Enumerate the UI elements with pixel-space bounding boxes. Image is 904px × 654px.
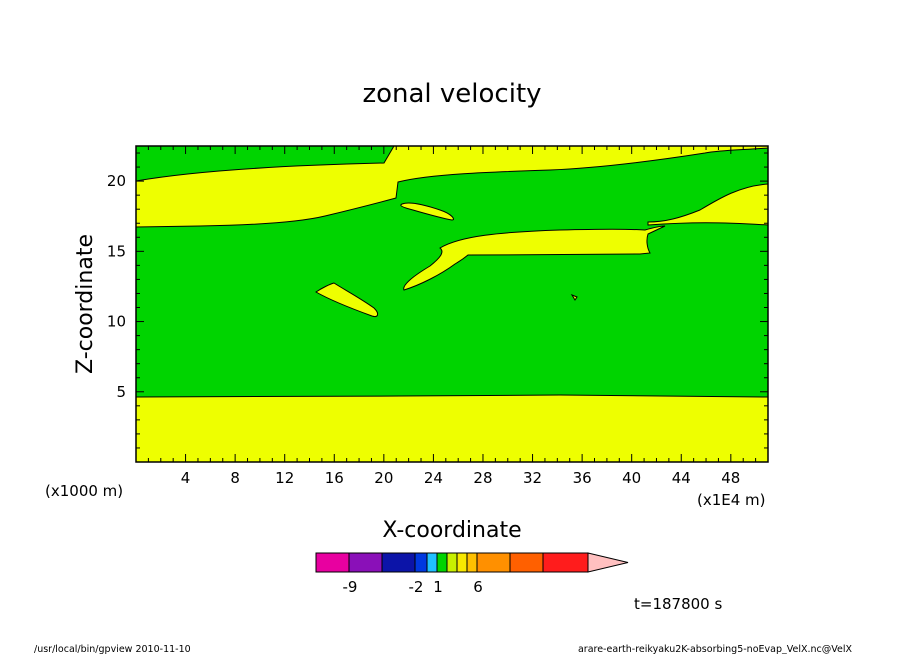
- contour-tiny-blob: [570, 293, 578, 301]
- colorbar-label: 1: [433, 578, 443, 596]
- x-tick-label: 12: [275, 469, 294, 487]
- x-tick-label: 44: [672, 469, 691, 487]
- footer-left: /usr/local/bin/gpview 2010-11-10: [34, 644, 191, 654]
- footer-right: arare-earth-reikyaku2K-absorbing5-noEvap…: [578, 644, 853, 654]
- contour-small-blob-upper: [400, 202, 454, 221]
- x-tick-label: 48: [721, 469, 740, 487]
- colorbar-swatch: [426, 552, 438, 573]
- colorbar-label: -2: [409, 578, 424, 596]
- colorbar-swatch: [436, 552, 448, 573]
- x-tick-label: 36: [573, 469, 592, 487]
- x-tick-label: 8: [230, 469, 240, 487]
- colorbar-arrow: [587, 552, 629, 573]
- chart-title: zonal velocity: [362, 79, 541, 109]
- x-tick-label: 32: [523, 469, 542, 487]
- y-unit-label: (x1000 m): [45, 482, 123, 500]
- x-tick-label: 20: [374, 469, 393, 487]
- colorbar-swatch: [542, 552, 589, 573]
- y-tick-label: 5: [116, 383, 126, 401]
- colorbar-swatch: [315, 552, 350, 573]
- contour-upper-band: [135, 145, 769, 228]
- x-tick-label: 24: [424, 469, 443, 487]
- x-tick-label: 16: [325, 469, 344, 487]
- colorbar-swatch: [466, 552, 478, 573]
- y-tick-label: 15: [107, 242, 126, 260]
- contour-middle-band: [403, 225, 666, 291]
- x-unit-label: (x1E4 m): [697, 491, 766, 509]
- colorbar-swatch: [509, 552, 544, 573]
- colorbar-label: -9: [343, 578, 358, 596]
- contour-right-upper-band: [647, 183, 769, 226]
- time-label: t=187800 s: [634, 595, 722, 613]
- colorbar-swatch: [414, 552, 428, 573]
- x-tick-label: 4: [181, 469, 191, 487]
- x-tick-label: 28: [473, 469, 492, 487]
- x-tick-label: 40: [622, 469, 641, 487]
- y-tick-label: 20: [107, 172, 126, 190]
- y-tick-label: 10: [107, 313, 126, 331]
- contour-small-blob-left: [315, 282, 379, 317]
- colorbar-swatch: [348, 552, 383, 573]
- plot-frame: [135, 145, 769, 463]
- y-axis-label: Z-coordinate: [73, 234, 98, 374]
- colorbar-swatch: [476, 552, 511, 573]
- colorbar-swatch: [456, 552, 468, 573]
- colorbar: -9 -2 1 6: [315, 552, 629, 596]
- colorbar-swatch: [446, 552, 458, 573]
- colorbar-swatch: [381, 552, 416, 573]
- contour-bottom-band: [135, 394, 769, 463]
- colorbar-label: 6: [473, 578, 483, 596]
- x-axis-label: X-coordinate: [382, 518, 521, 543]
- axis-ticks: [136, 146, 768, 462]
